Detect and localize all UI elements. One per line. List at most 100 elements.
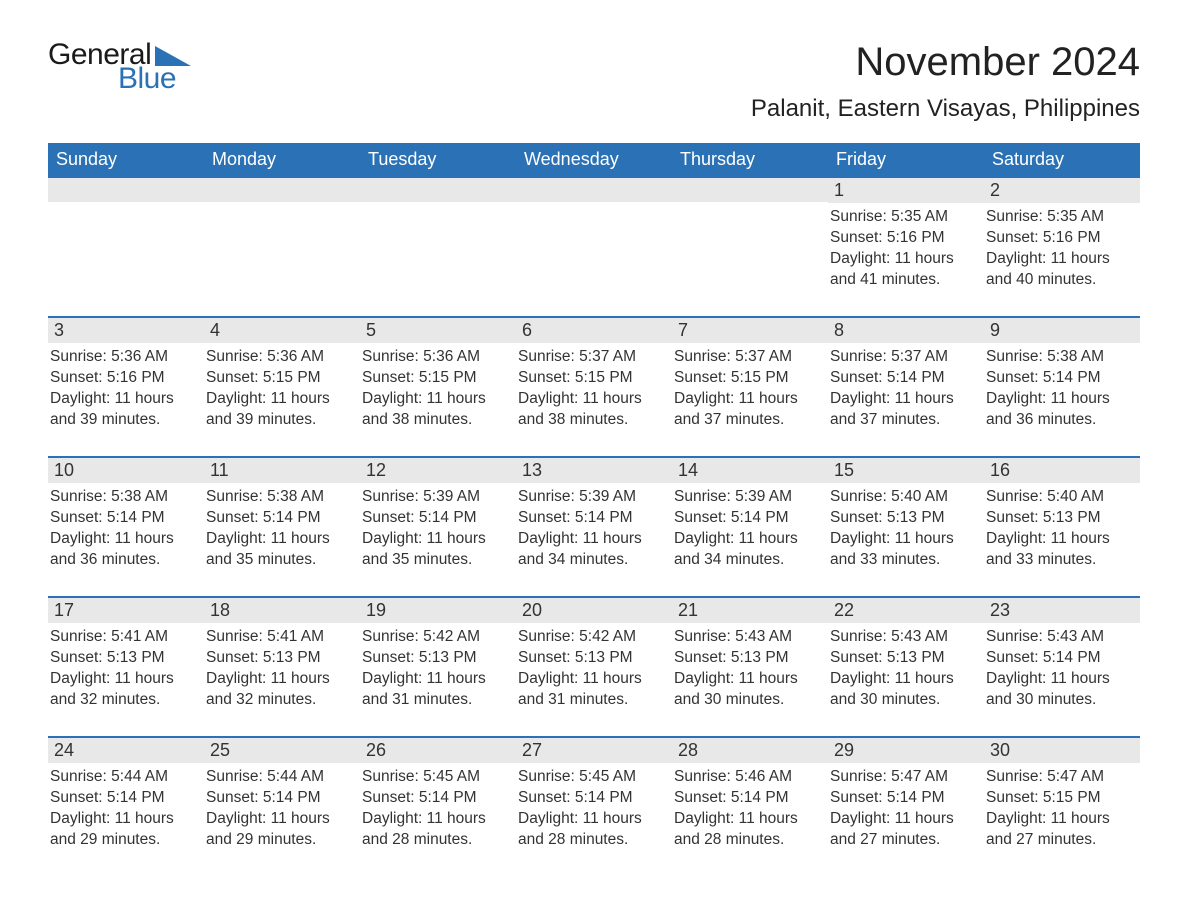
sunrise-text: Sunrise: 5:47 AM — [830, 767, 982, 788]
day-body: Sunrise: 5:43 AMSunset: 5:14 PMDaylight:… — [984, 623, 1140, 715]
month-title: November 2024 — [751, 40, 1140, 85]
sunrise-text: Sunrise: 5:43 AM — [830, 627, 982, 648]
day-cell: 23Sunrise: 5:43 AMSunset: 5:14 PMDayligh… — [984, 598, 1140, 718]
day-header: Sunday — [48, 143, 204, 176]
daylight-text: Daylight: 11 hours and 37 minutes. — [830, 389, 982, 431]
day-number: 11 — [204, 458, 360, 483]
title-block: November 2024 Palanit, Eastern Visayas, … — [751, 40, 1140, 135]
day-number: 2 — [984, 178, 1140, 203]
day-cell — [672, 178, 828, 298]
daylight-text: Daylight: 11 hours and 38 minutes. — [518, 389, 670, 431]
sunset-text: Sunset: 5:14 PM — [674, 788, 826, 809]
sunset-text: Sunset: 5:15 PM — [362, 368, 514, 389]
day-number-empty — [360, 178, 516, 202]
day-header-row: SundayMondayTuesdayWednesdayThursdayFrid… — [48, 143, 1140, 176]
sunrise-text: Sunrise: 5:36 AM — [362, 347, 514, 368]
day-number: 25 — [204, 738, 360, 763]
sunset-text: Sunset: 5:13 PM — [206, 648, 358, 669]
day-number: 1 — [828, 178, 984, 203]
daylight-text: Daylight: 11 hours and 34 minutes. — [518, 529, 670, 571]
calendar: SundayMondayTuesdayWednesdayThursdayFrid… — [48, 143, 1140, 858]
sunset-text: Sunset: 5:14 PM — [50, 788, 202, 809]
sunrise-text: Sunrise: 5:38 AM — [50, 487, 202, 508]
week-row: 10Sunrise: 5:38 AMSunset: 5:14 PMDayligh… — [48, 456, 1140, 578]
day-header: Friday — [828, 143, 984, 176]
day-cell: 6Sunrise: 5:37 AMSunset: 5:15 PMDaylight… — [516, 318, 672, 438]
day-cell: 9Sunrise: 5:38 AMSunset: 5:14 PMDaylight… — [984, 318, 1140, 438]
logo-text-blue: Blue — [118, 64, 191, 94]
day-body: Sunrise: 5:36 AMSunset: 5:15 PMDaylight:… — [204, 343, 360, 435]
location-subtitle: Palanit, Eastern Visayas, Philippines — [751, 95, 1140, 123]
sunset-text: Sunset: 5:14 PM — [50, 508, 202, 529]
day-body: Sunrise: 5:40 AMSunset: 5:13 PMDaylight:… — [984, 483, 1140, 575]
sunrise-text: Sunrise: 5:36 AM — [50, 347, 202, 368]
day-cell: 3Sunrise: 5:36 AMSunset: 5:16 PMDaylight… — [48, 318, 204, 438]
day-number-empty — [48, 178, 204, 202]
day-body: Sunrise: 5:46 AMSunset: 5:14 PMDaylight:… — [672, 763, 828, 855]
sunrise-text: Sunrise: 5:38 AM — [206, 487, 358, 508]
day-number: 5 — [360, 318, 516, 343]
sunrise-text: Sunrise: 5:41 AM — [206, 627, 358, 648]
day-body: Sunrise: 5:36 AMSunset: 5:16 PMDaylight:… — [48, 343, 204, 435]
day-cell: 17Sunrise: 5:41 AMSunset: 5:13 PMDayligh… — [48, 598, 204, 718]
daylight-text: Daylight: 11 hours and 28 minutes. — [362, 809, 514, 851]
sunset-text: Sunset: 5:13 PM — [518, 648, 670, 669]
daylight-text: Daylight: 11 hours and 29 minutes. — [206, 809, 358, 851]
day-body: Sunrise: 5:42 AMSunset: 5:13 PMDaylight:… — [360, 623, 516, 715]
day-body: Sunrise: 5:38 AMSunset: 5:14 PMDaylight:… — [984, 343, 1140, 435]
daylight-text: Daylight: 11 hours and 28 minutes. — [518, 809, 670, 851]
day-body: Sunrise: 5:35 AMSunset: 5:16 PMDaylight:… — [828, 203, 984, 295]
day-cell: 25Sunrise: 5:44 AMSunset: 5:14 PMDayligh… — [204, 738, 360, 858]
day-body: Sunrise: 5:43 AMSunset: 5:13 PMDaylight:… — [828, 623, 984, 715]
sunset-text: Sunset: 5:14 PM — [986, 648, 1138, 669]
sunset-text: Sunset: 5:16 PM — [830, 228, 982, 249]
daylight-text: Daylight: 11 hours and 37 minutes. — [674, 389, 826, 431]
sunrise-text: Sunrise: 5:40 AM — [986, 487, 1138, 508]
daylight-text: Daylight: 11 hours and 33 minutes. — [986, 529, 1138, 571]
day-header: Monday — [204, 143, 360, 176]
sunset-text: Sunset: 5:13 PM — [830, 508, 982, 529]
sunrise-text: Sunrise: 5:38 AM — [986, 347, 1138, 368]
day-cell: 11Sunrise: 5:38 AMSunset: 5:14 PMDayligh… — [204, 458, 360, 578]
week-row: 24Sunrise: 5:44 AMSunset: 5:14 PMDayligh… — [48, 736, 1140, 858]
day-number: 19 — [360, 598, 516, 623]
daylight-text: Daylight: 11 hours and 34 minutes. — [674, 529, 826, 571]
day-number: 22 — [828, 598, 984, 623]
day-cell: 12Sunrise: 5:39 AMSunset: 5:14 PMDayligh… — [360, 458, 516, 578]
sunset-text: Sunset: 5:14 PM — [362, 788, 514, 809]
daylight-text: Daylight: 11 hours and 35 minutes. — [362, 529, 514, 571]
sunrise-text: Sunrise: 5:45 AM — [362, 767, 514, 788]
day-number: 4 — [204, 318, 360, 343]
day-body: Sunrise: 5:44 AMSunset: 5:14 PMDaylight:… — [204, 763, 360, 855]
day-cell: 10Sunrise: 5:38 AMSunset: 5:14 PMDayligh… — [48, 458, 204, 578]
sunrise-text: Sunrise: 5:43 AM — [986, 627, 1138, 648]
sunset-text: Sunset: 5:13 PM — [830, 648, 982, 669]
sunrise-text: Sunrise: 5:39 AM — [362, 487, 514, 508]
sunrise-text: Sunrise: 5:39 AM — [674, 487, 826, 508]
day-number: 26 — [360, 738, 516, 763]
sunset-text: Sunset: 5:15 PM — [674, 368, 826, 389]
sunrise-text: Sunrise: 5:41 AM — [50, 627, 202, 648]
day-body: Sunrise: 5:38 AMSunset: 5:14 PMDaylight:… — [48, 483, 204, 575]
day-cell: 1Sunrise: 5:35 AMSunset: 5:16 PMDaylight… — [828, 178, 984, 298]
sunset-text: Sunset: 5:14 PM — [674, 508, 826, 529]
daylight-text: Daylight: 11 hours and 30 minutes. — [830, 669, 982, 711]
day-cell: 13Sunrise: 5:39 AMSunset: 5:14 PMDayligh… — [516, 458, 672, 578]
day-cell: 2Sunrise: 5:35 AMSunset: 5:16 PMDaylight… — [984, 178, 1140, 298]
sunset-text: Sunset: 5:14 PM — [206, 508, 358, 529]
day-number: 29 — [828, 738, 984, 763]
header: General Blue November 2024 Palanit, East… — [48, 40, 1140, 135]
day-body: Sunrise: 5:45 AMSunset: 5:14 PMDaylight:… — [360, 763, 516, 855]
day-cell: 29Sunrise: 5:47 AMSunset: 5:14 PMDayligh… — [828, 738, 984, 858]
day-cell: 16Sunrise: 5:40 AMSunset: 5:13 PMDayligh… — [984, 458, 1140, 578]
day-body: Sunrise: 5:39 AMSunset: 5:14 PMDaylight:… — [516, 483, 672, 575]
daylight-text: Daylight: 11 hours and 27 minutes. — [986, 809, 1138, 851]
day-number: 24 — [48, 738, 204, 763]
sunset-text: Sunset: 5:15 PM — [206, 368, 358, 389]
sunrise-text: Sunrise: 5:42 AM — [518, 627, 670, 648]
weeks-container: 1Sunrise: 5:35 AMSunset: 5:16 PMDaylight… — [48, 176, 1140, 858]
day-body: Sunrise: 5:37 AMSunset: 5:14 PMDaylight:… — [828, 343, 984, 435]
day-number-empty — [516, 178, 672, 202]
sunset-text: Sunset: 5:14 PM — [830, 788, 982, 809]
day-body: Sunrise: 5:43 AMSunset: 5:13 PMDaylight:… — [672, 623, 828, 715]
